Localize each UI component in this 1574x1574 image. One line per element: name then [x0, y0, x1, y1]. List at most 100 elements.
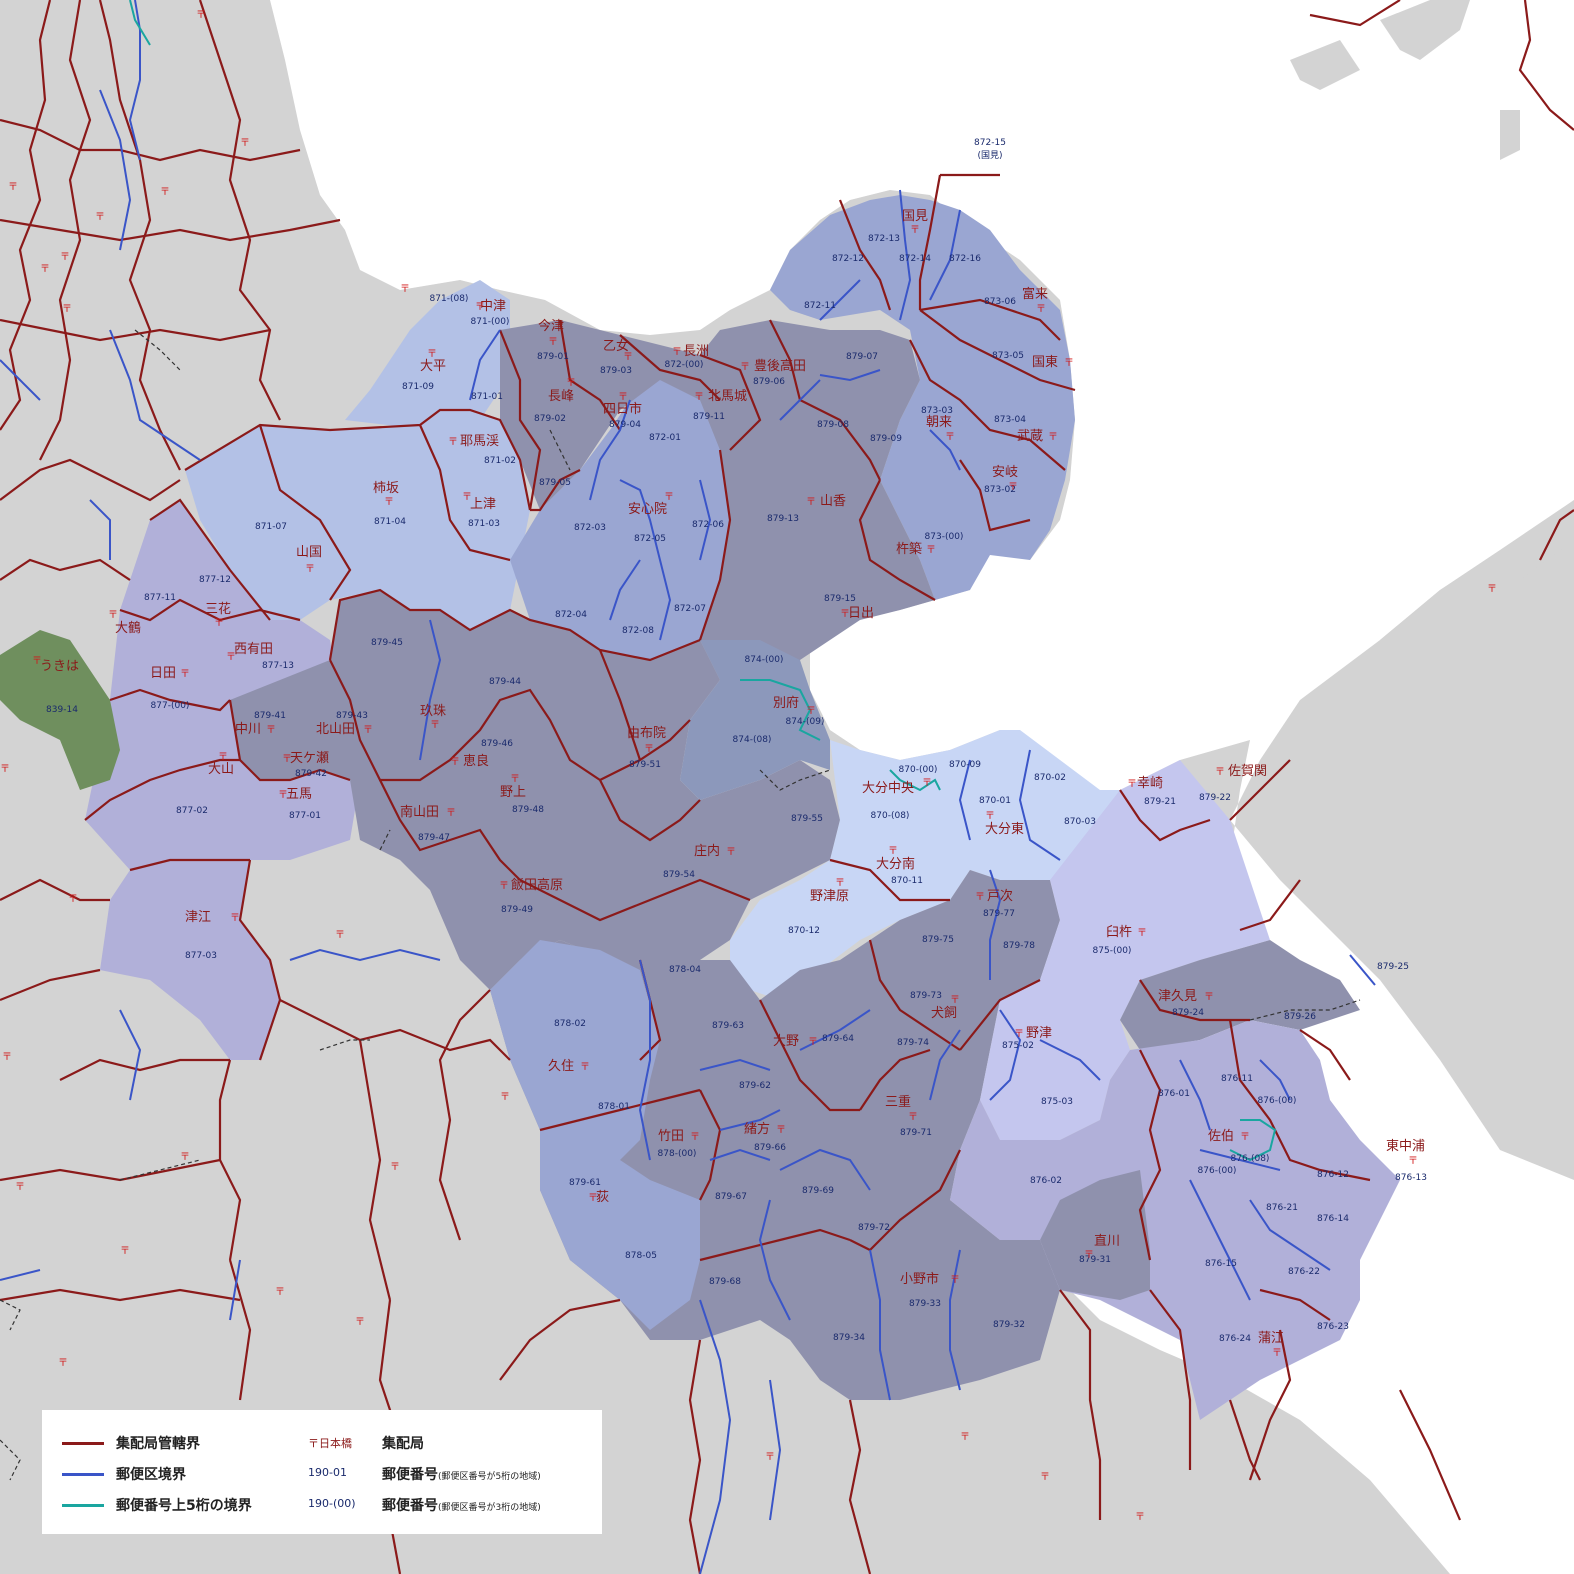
post-office-icon: 〒 — [580, 1062, 590, 1073]
code-label: 872-03 — [574, 523, 606, 533]
zone-872-west — [510, 360, 730, 660]
post-office-icon: 〒 — [1408, 1156, 1418, 1167]
post-office-icon: 〒 — [2, 1052, 12, 1063]
office-label: 野津原 — [810, 889, 849, 904]
code-label: 879-43 — [336, 711, 368, 721]
island — [1290, 40, 1360, 90]
zone-879-west-dark — [230, 590, 840, 990]
post-office-icon: 〒 — [240, 138, 250, 149]
post-office-icon: 〒 — [1048, 432, 1058, 443]
post-office-icon: 〒 — [726, 847, 736, 858]
prefecture-boundaries — [0, 329, 1361, 1481]
office-label: 北山田 — [316, 722, 355, 737]
code-label: 873-02 — [984, 485, 1016, 495]
post-office-icon: 〒 — [765, 1452, 775, 1463]
code-label: 879-55 — [791, 814, 823, 824]
post-office-icon: 〒 — [226, 652, 236, 663]
code-label: 874-(00) — [745, 655, 784, 665]
post-office-icon: 〒 — [618, 392, 628, 403]
code-label: 879-67 — [715, 1192, 747, 1202]
legend-row-upper5-boundary: 郵便番号上5桁の境界 190-(00) 郵便番号(郵便区番号が3桁の地域) — [42, 1490, 602, 1520]
office-label: 大鶴 — [115, 620, 141, 636]
post-office-icon: 〒 — [160, 187, 170, 198]
office-label: 安心院 — [628, 502, 667, 517]
post-office-icon: 〒 — [776, 1125, 786, 1136]
post-office-icon: 〒 — [60, 252, 70, 263]
post-office-icon: 〒 — [975, 892, 985, 903]
zone-ukiha — [0, 630, 120, 790]
code-label: 875-03 — [1041, 1097, 1073, 1107]
code-label: 872-12 — [832, 254, 864, 264]
post-office-icon: 〒 — [623, 352, 633, 363]
code-label: 870-02 — [1034, 773, 1066, 783]
code-label: 872-15 — [974, 138, 1006, 148]
office-label: 東中浦 — [1386, 1138, 1425, 1154]
code-label: 871-02 — [484, 456, 516, 466]
office-label: 上津 — [470, 497, 496, 512]
code-label: 871-(00) — [471, 317, 510, 327]
code-label: 870-(08) — [871, 811, 910, 821]
legend: 集配局管轄界 〒日本橋 集配局 郵便区境界 190-01 郵便番号(郵便区番号が… — [42, 1410, 602, 1534]
code-label: 879-45 — [371, 638, 403, 648]
postal-zones — [0, 195, 1400, 1420]
code-label: 871-03 — [468, 519, 500, 529]
zone-874-beppu — [680, 640, 830, 800]
island — [1380, 500, 1574, 650]
office-label: 恵良 — [463, 753, 489, 769]
post-office-icon: 〒 — [355, 1317, 365, 1328]
code-label: 879-62 — [739, 1081, 771, 1091]
code-label: 876-01 — [1158, 1089, 1190, 1099]
office-label: 大分南 — [876, 856, 915, 872]
office-label: 柿坂 — [373, 480, 399, 496]
code-label: 879-61 — [569, 1178, 601, 1188]
post-office-icon: 〒 — [922, 778, 932, 789]
code-label: 879-73 — [910, 991, 942, 1001]
post-office-icon: 〒 — [1014, 1029, 1024, 1040]
office-label: 蒲江 — [1258, 1331, 1284, 1346]
office-label: 乙女 — [603, 338, 629, 354]
code-label: 878-01 — [598, 1102, 630, 1112]
post-office-icon: 〒 — [275, 1287, 285, 1298]
code-label: 879-72 — [858, 1223, 890, 1233]
post-office-icon: 〒 — [196, 10, 206, 21]
post-office-icon: 〒 — [1215, 767, 1225, 778]
code-label: 873-(00) — [925, 532, 964, 542]
post-office-icon: 〒 — [450, 757, 460, 768]
code-label: 870-11 — [891, 876, 923, 886]
post-office-icon: 〒 — [835, 878, 845, 889]
post-office-icon: 〒 — [510, 774, 520, 785]
code-label: 872-16 — [949, 254, 981, 264]
post-office-icon: 〒 — [1036, 304, 1046, 315]
office-label: 竹田 — [658, 1129, 684, 1144]
post-office-icon: 〒 — [430, 720, 440, 731]
post-office-icon: 〒 — [15, 1182, 25, 1193]
office-label: 直川 — [1094, 1234, 1120, 1249]
post-office-icon: 〒 — [1204, 992, 1214, 1003]
post-office-icon: 〒 — [214, 618, 224, 629]
office-label: 長洲 — [683, 344, 709, 359]
code-label: 879-74 — [897, 1038, 929, 1048]
code-label: 877-13 — [262, 661, 294, 671]
code-label: 879-68 — [709, 1277, 741, 1287]
zone-875 — [980, 760, 1270, 1140]
post-office-icon: 〒 — [363, 725, 373, 736]
code-label: 876-(08) — [1231, 1154, 1270, 1164]
code-label: 870-03 — [1064, 817, 1096, 827]
code-label: 876-14 — [1317, 1214, 1349, 1224]
office-label: 荻 — [596, 1190, 609, 1205]
code-label: 879-13 — [767, 514, 799, 524]
code-label: 879-22 — [1199, 793, 1231, 803]
post-office-icon: 〒 — [888, 846, 898, 857]
code-label: 876-11 — [1221, 1074, 1253, 1084]
code-label: 872-04 — [555, 610, 587, 620]
office-label: 日出 — [848, 606, 874, 621]
island — [1500, 110, 1520, 160]
code-label: 878-05 — [625, 1251, 657, 1261]
code-label: 876-02 — [1030, 1176, 1062, 1186]
legend-code5-desc-wrap: 郵便番号(郵便区番号が5桁の地域) — [382, 1464, 541, 1484]
code-label: 876-13 — [1395, 1173, 1427, 1183]
post-office-icon: 〒 — [400, 284, 410, 295]
code-label: 876-22 — [1288, 1267, 1320, 1277]
